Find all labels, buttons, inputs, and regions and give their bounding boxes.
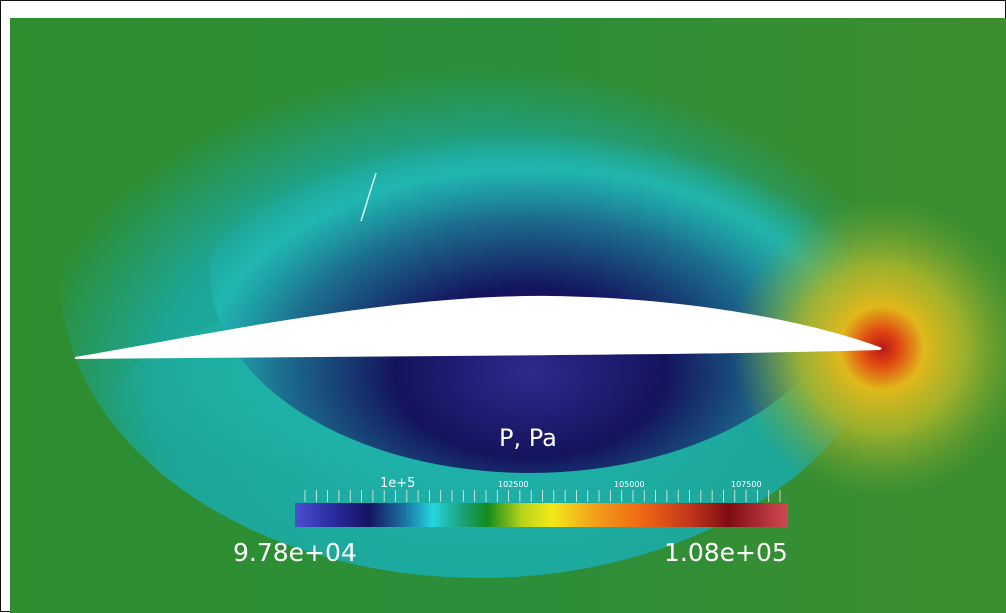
colorbar-tick-label: 107500 (731, 480, 762, 489)
colorbar-title: P, Pa (499, 424, 557, 452)
colorbar-gradient (295, 503, 788, 527)
colorbar-max-label: 1.08e+05 (664, 538, 788, 567)
colorbar-min-label: 9.78e+04 (233, 538, 357, 567)
pressure-field-view (10, 18, 1006, 613)
colorbar-tick-label: 1e+5 (380, 476, 416, 491)
low-pressure-core (210, 73, 850, 473)
airfoil-shape (75, 295, 882, 359)
streak-artifact (360, 172, 377, 222)
colorbar-ticks (304, 490, 781, 502)
colorbar-tick-label: 102500 (498, 480, 529, 489)
colorbar (295, 490, 788, 527)
colorbar-tick-label: 105000 (614, 480, 645, 489)
